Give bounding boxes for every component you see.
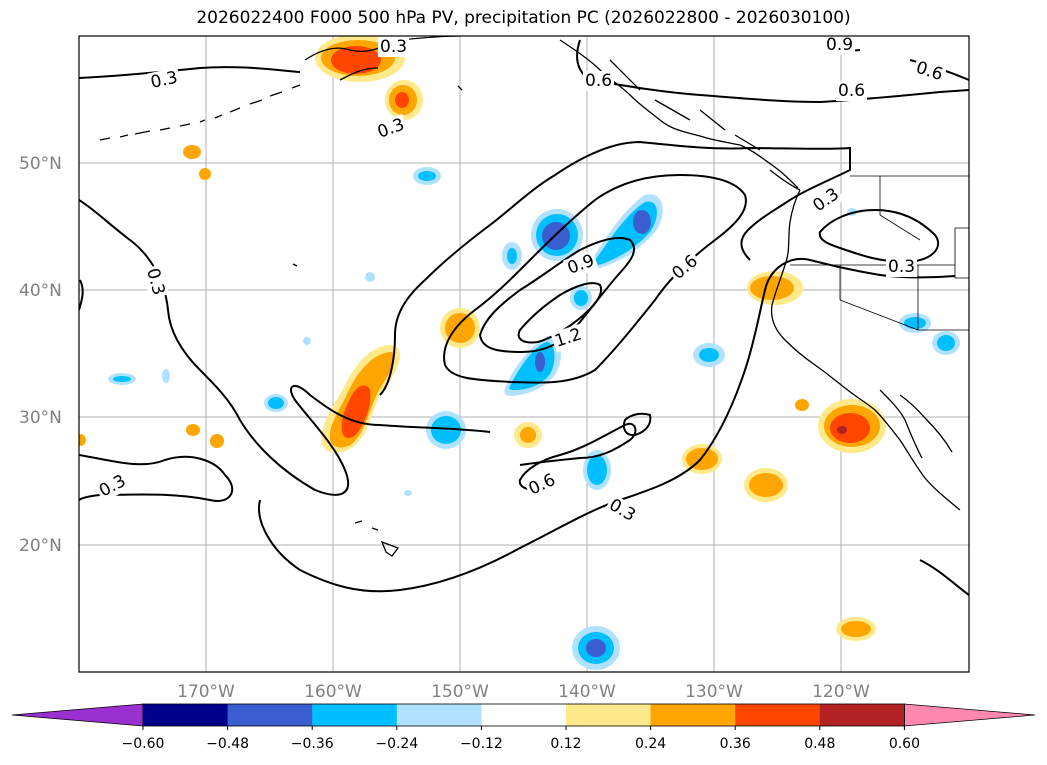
lat-label: 40°N [19, 281, 62, 301]
latitude-labels: 50°N 40°N 30°N 20°N [19, 154, 62, 556]
precip-blob [937, 335, 955, 351]
precip-blob [365, 272, 375, 282]
precip-blob [535, 352, 545, 372]
colorbar-segment [819, 704, 905, 726]
colorbar-tick-label: −0.36 [291, 736, 334, 752]
colorbar-segment [227, 704, 313, 726]
contour-label: 0.9 [826, 35, 853, 55]
colorbar: −0.60 −0.48 −0.36 −0.24 −0.12 0.12 0.24 0.36 0.4… [11, 703, 1036, 752]
colorbar-segment [481, 704, 567, 726]
lon-label: 120°W [812, 682, 870, 702]
precip-blob [699, 348, 719, 362]
colorbar-extend-high [904, 703, 1036, 727]
contour-label: 0.6 [838, 81, 865, 101]
precip-blob [749, 473, 783, 497]
pv-contour-line [443, 173, 747, 384]
pv-contour-line [258, 257, 956, 593]
colorbar-segment [312, 704, 398, 726]
pv-contour-line [79, 279, 84, 311]
precip-blob [331, 46, 381, 74]
precip-blob [750, 276, 794, 300]
precip-blob [162, 369, 170, 383]
coastlines [99, 36, 969, 557]
precip-blob [418, 171, 436, 181]
colorbar-segment [566, 704, 652, 726]
precip-blob [79, 434, 86, 446]
precip-blob [404, 490, 412, 496]
lon-label: 170°W [177, 682, 235, 702]
lat-label: 30°N [19, 408, 62, 428]
colorbar-tick-label: 0.36 [720, 736, 751, 752]
contour-label: 0.3 [888, 257, 915, 277]
lon-label: 130°W [685, 682, 743, 702]
map-title: 2026022400 F000 500 hPa PV, precipitatio… [196, 8, 851, 28]
precip-blob [904, 317, 926, 329]
pv-contour-line [379, 140, 851, 396]
precip-blob [395, 92, 409, 108]
colorbar-segment [396, 704, 482, 726]
precip-blob [268, 397, 284, 409]
precip-blob [586, 639, 606, 657]
precip-blob [520, 427, 536, 443]
plot-frame [78, 35, 970, 673]
colorbar-extend-low [11, 703, 144, 727]
precip-blob [837, 426, 847, 434]
precip-blob [795, 399, 809, 411]
precip-blob [633, 210, 651, 234]
lat-label: 50°N [19, 154, 62, 174]
contour-label: 0.6 [585, 71, 612, 91]
precip-blob [841, 621, 871, 637]
pv-contour-line [478, 237, 636, 354]
precip-blob [509, 342, 555, 390]
colorbar-tick-label: −0.12 [460, 736, 503, 752]
colorbar-segment [650, 704, 736, 726]
precip-blob [507, 248, 517, 264]
precip-blob [574, 290, 588, 306]
precip-blob [183, 145, 201, 159]
precip-blob [445, 313, 475, 343]
precip-blob [199, 168, 211, 180]
colorbar-tick-label: −0.48 [206, 736, 249, 752]
lon-label: 140°W [558, 682, 616, 702]
precip-blob [186, 424, 200, 436]
colorbar-segment [143, 704, 229, 726]
colorbar-tick-label: 0.60 [889, 736, 920, 752]
colorbar-tick-label: −0.24 [375, 736, 418, 752]
precip-blob [587, 455, 607, 485]
plot-area: 0.3 0.3 0.3 0.3 0.3 0.3 0.3 0.6 0.6 0.6 … [79, 35, 969, 672]
colorbar-tick-label: −0.60 [122, 736, 165, 752]
colorbar-tick-label: 0.24 [635, 736, 666, 752]
precip-blob [830, 413, 870, 443]
colorbar-segment [735, 704, 821, 726]
pv-contour-line [818, 208, 940, 264]
contour-label: 0.3 [380, 37, 407, 57]
pv-contour-line [79, 66, 301, 79]
precip-blob [113, 376, 131, 382]
precip-blob [431, 416, 461, 444]
precip-blob [303, 337, 311, 345]
pv-contour-line [518, 422, 637, 491]
colorbar-tick-label: 0.12 [550, 736, 581, 752]
colorbar-tick-label: 0.48 [804, 736, 835, 752]
precip-blob [341, 385, 371, 438]
pv-contour-line [919, 559, 969, 596]
lat-label: 20°N [19, 536, 62, 556]
pv-contour-line [517, 282, 603, 344]
lon-label: 160°W [304, 682, 362, 702]
pv-contour-line [622, 412, 652, 437]
longitude-labels: 170°W 160°W 150°W 140°W 130°W 120°W [177, 682, 870, 702]
lon-label: 150°W [431, 682, 489, 702]
precip-blob [210, 434, 224, 448]
